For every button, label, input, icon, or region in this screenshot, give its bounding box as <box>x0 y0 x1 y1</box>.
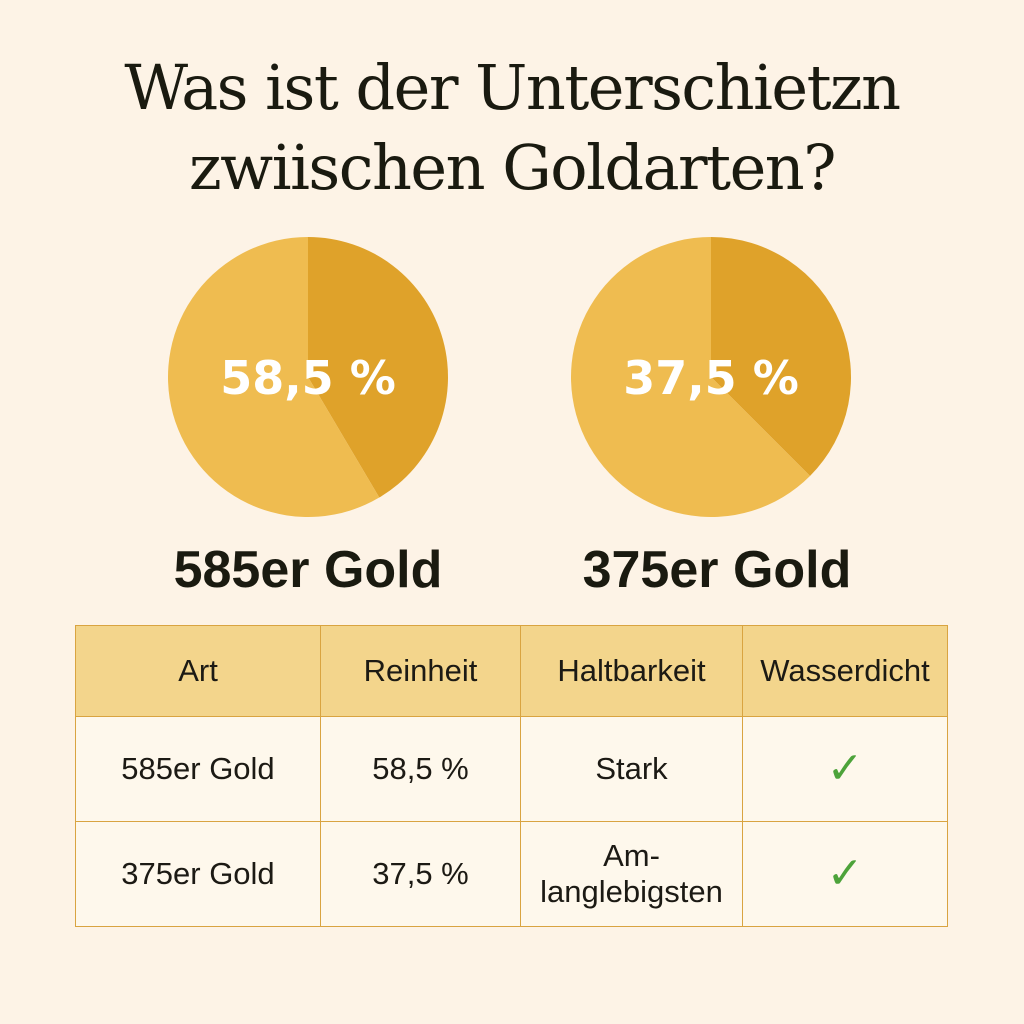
check-icon: ✓ <box>742 821 948 927</box>
header-reinheit: Reinheit <box>320 625 521 717</box>
pie-center-label-585: 58,5 % <box>220 351 396 405</box>
title-line-1: Was ist der Unterschietzn <box>124 51 901 124</box>
pie-slice <box>570 237 810 517</box>
pie-slice <box>711 237 851 476</box>
pie-slice <box>167 237 380 517</box>
header-wasserdicht: Wasserdicht <box>742 625 948 717</box>
cell-haltbarkeit: Stark <box>520 716 743 822</box>
pie-chart-585 <box>167 237 448 517</box>
header-art: Art <box>75 625 321 717</box>
table-row: 585er Gold 58,5 % Stark ✓ <box>75 716 948 822</box>
comparison-table: Art Reinheit Haltbarkeit Wasserdicht 585… <box>75 625 948 927</box>
title-line-2: zwiischen Goldarten? <box>189 131 836 204</box>
pie-label-585: 585er Gold <box>173 541 443 599</box>
cell-reinheit: 37,5 % <box>320 821 521 927</box>
cell-art: 585er Gold <box>75 716 321 822</box>
cell-art: 375er Gold <box>75 821 321 927</box>
table-row: 375er Gold 37,5 % Am- langlebigsten ✓ <box>75 821 948 927</box>
page-title: Was ist der Unterschietzn zwiischen Gold… <box>0 48 1024 208</box>
pie-chart-375 <box>570 237 851 517</box>
cell-haltbarkeit: Am- langlebigsten <box>520 821 743 927</box>
pie-charts: 58,5 % 37,5 % <box>167 237 851 517</box>
pie-center-label-375: 37,5 % <box>623 351 799 405</box>
check-icon: ✓ <box>742 716 948 822</box>
pie-slice <box>308 237 448 498</box>
cell-reinheit: 58,5 % <box>320 716 521 822</box>
pie-label-375: 375er Gold <box>582 541 852 599</box>
header-haltbarkeit: Haltbarkeit <box>520 625 743 717</box>
table-header-row: Art Reinheit Haltbarkeit Wasserdicht <box>75 625 948 717</box>
